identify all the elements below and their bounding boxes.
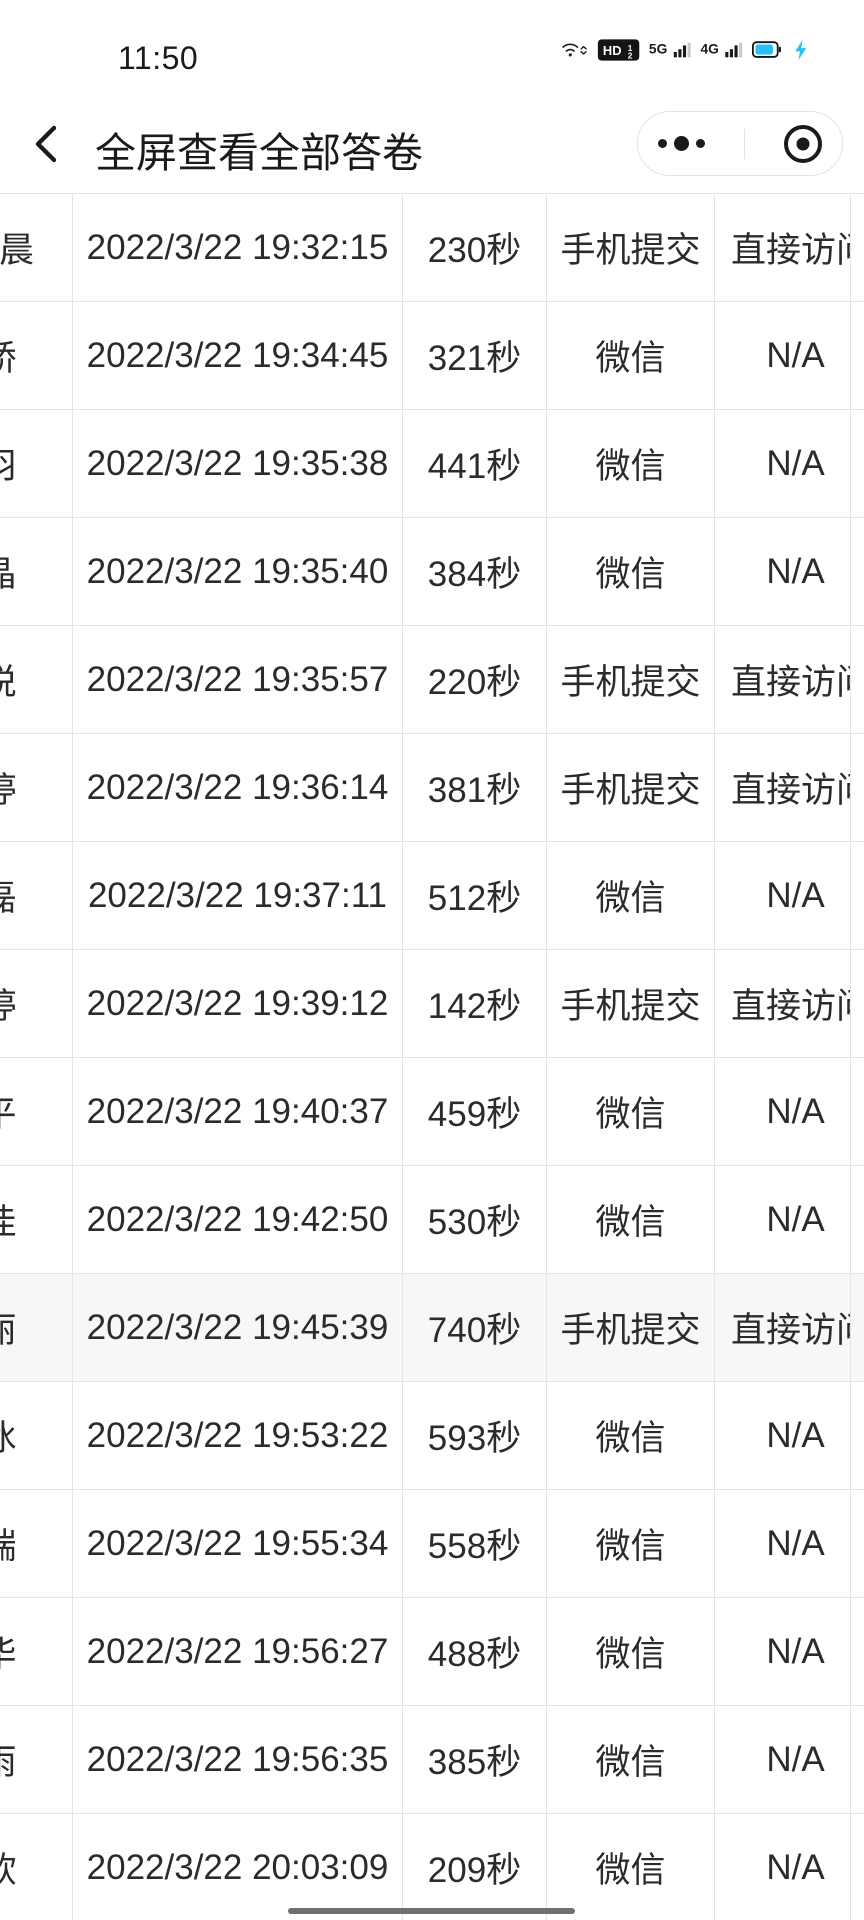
- svg-text:4G: 4G: [700, 42, 718, 57]
- svg-text:HD: HD: [603, 43, 622, 58]
- svg-text:5G: 5G: [649, 42, 667, 57]
- svg-text:2: 2: [628, 52, 633, 61]
